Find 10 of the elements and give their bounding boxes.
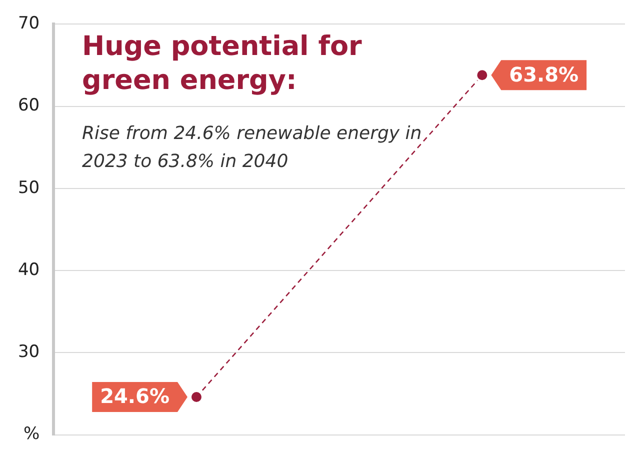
y-tick-label: 40 bbox=[18, 260, 40, 280]
data-label: 63.8% bbox=[509, 62, 579, 86]
y-tick-label: 70 bbox=[18, 14, 40, 34]
text: Rise from 24.6% renewable energy in 2023 to 63.8% in 2040 bbox=[82, 122, 423, 174]
y-tick-label: 60 bbox=[18, 96, 40, 116]
text: Huge potential for green energy: bbox=[82, 30, 363, 98]
data-label: 24.6% bbox=[100, 384, 170, 408]
y-tick-label: 30 bbox=[18, 342, 40, 362]
y-tick-label: 50 bbox=[18, 178, 40, 198]
y-tick-label: % bbox=[23, 424, 40, 444]
